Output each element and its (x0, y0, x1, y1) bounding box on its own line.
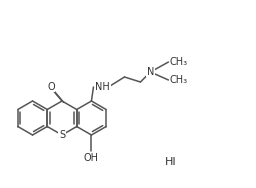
Text: O: O (47, 82, 55, 92)
Text: CH₃: CH₃ (169, 75, 188, 85)
Text: S: S (59, 130, 65, 140)
Text: CH₃: CH₃ (169, 57, 188, 67)
Text: N: N (147, 67, 154, 77)
Text: HI: HI (165, 157, 177, 167)
Text: NH: NH (95, 82, 110, 92)
Text: OH: OH (84, 153, 99, 163)
